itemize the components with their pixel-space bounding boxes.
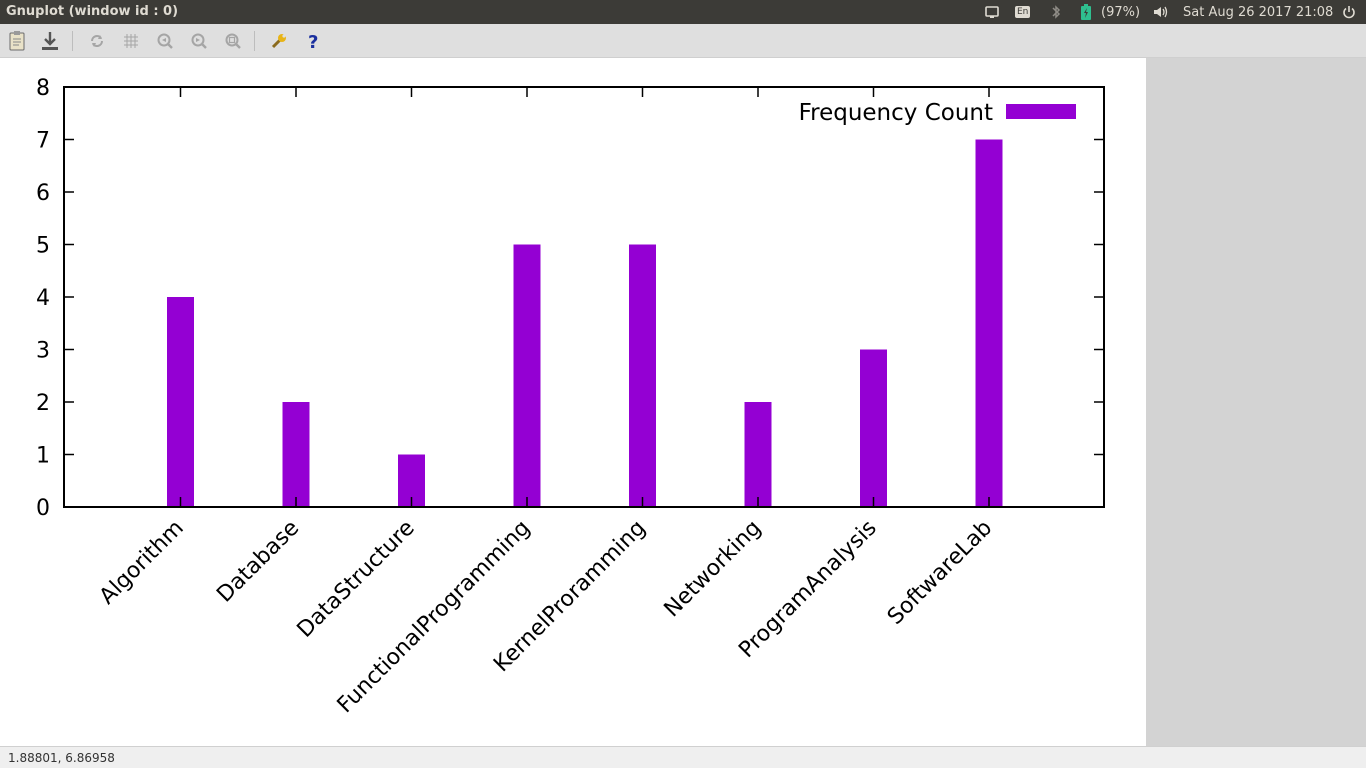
x-tick-label: SoftwareLab bbox=[883, 516, 997, 630]
bar-programanalysis bbox=[860, 349, 887, 507]
previous-zoom-button[interactable] bbox=[152, 28, 178, 54]
bar-chart: 0 1 2 3 4 5 6 7 8 Algorithm DatabaseDataStructure… bbox=[36, 76, 1105, 719]
y-tick-label: 1 bbox=[36, 444, 50, 469]
legend-label: Frequency Count bbox=[799, 100, 993, 126]
toolbar-separator bbox=[254, 31, 255, 51]
zoom-next-icon bbox=[191, 33, 207, 49]
wrench-icon bbox=[271, 34, 286, 49]
help-icon: ? bbox=[308, 32, 318, 51]
autoscale-button[interactable] bbox=[220, 28, 246, 54]
y-tick-label: 6 bbox=[36, 181, 50, 206]
bar-networking bbox=[744, 402, 772, 507]
x-tick-label: DataStructure bbox=[293, 516, 420, 643]
legend-swatch bbox=[1006, 104, 1076, 119]
keyboard-layout-label: En bbox=[1015, 6, 1031, 18]
plot-border bbox=[63, 86, 1105, 508]
x-tick-label: Database bbox=[212, 516, 304, 608]
battery-icon[interactable] bbox=[1080, 0, 1092, 24]
help-button[interactable]: ? bbox=[300, 28, 326, 54]
window-background bbox=[1146, 58, 1366, 746]
grid-icon bbox=[124, 34, 138, 48]
y-tick-label: 0 bbox=[36, 496, 50, 521]
next-zoom-button[interactable] bbox=[186, 28, 212, 54]
plot-canvas[interactable]: 0 1 2 3 4 5 6 7 8 Algorithm Database DataStructure… bbox=[0, 58, 1146, 746]
x-tick-label: FunctionalProgramming bbox=[333, 516, 536, 719]
clock[interactable]: Sat Aug 26 2017 21:08 bbox=[1183, 0, 1333, 24]
clipboard-icon bbox=[9, 31, 25, 51]
toolbar-separator bbox=[72, 31, 73, 51]
download-icon bbox=[42, 32, 58, 50]
bluetooth-icon[interactable] bbox=[1050, 0, 1062, 24]
svg-text:?: ? bbox=[308, 32, 318, 51]
export-button[interactable] bbox=[37, 28, 63, 54]
bar-softwarelab bbox=[975, 139, 1003, 507]
screen-icon[interactable] bbox=[984, 0, 1000, 24]
battery-text: (97%) bbox=[1101, 4, 1141, 20]
toolbar: ? bbox=[0, 24, 1366, 58]
x-tick-label: Networking bbox=[660, 516, 767, 623]
y-tick-label: 3 bbox=[36, 339, 50, 364]
bar-database bbox=[282, 402, 310, 507]
status-bar: 1.88801, 6.86958 bbox=[0, 746, 1366, 768]
y-tick-label: 8 bbox=[36, 76, 50, 101]
x-tick-label: Algorithm bbox=[95, 516, 189, 610]
bar-kernelproramming bbox=[629, 244, 656, 507]
y-tick-label: 5 bbox=[36, 234, 50, 259]
zoom-previous-icon bbox=[157, 33, 173, 49]
y-tick-label: 7 bbox=[36, 129, 50, 154]
autoscale-icon bbox=[225, 33, 241, 49]
y-axis: 0 1 2 3 4 5 6 7 8 bbox=[36, 76, 1104, 521]
volume-icon[interactable] bbox=[1153, 0, 1169, 24]
refresh-icon bbox=[91, 35, 103, 47]
battery-percentage: (97%) bbox=[1101, 0, 1140, 24]
replot-button[interactable] bbox=[84, 28, 110, 54]
bars-group bbox=[167, 139, 1003, 507]
bar-functionalprogramming bbox=[513, 244, 541, 507]
y-tick-label: 2 bbox=[36, 391, 50, 416]
power-icon[interactable] bbox=[1342, 0, 1356, 24]
window-title: Gnuplot (window id : 0) bbox=[6, 4, 179, 19]
bar-algorithm bbox=[167, 297, 194, 507]
legend: Frequency Count bbox=[799, 100, 1076, 126]
mouse-coordinates: 1.88801, 6.86958 bbox=[8, 751, 115, 765]
copy-clipboard-button[interactable] bbox=[4, 28, 30, 54]
configure-button[interactable] bbox=[266, 28, 292, 54]
datetime-text: Sat Aug 26 2017 21:08 bbox=[1183, 4, 1334, 20]
top-panel: Gnuplot (window id : 0) En (97%) Sat Aug… bbox=[0, 0, 1366, 24]
keyboard-layout-icon[interactable]: En bbox=[1015, 0, 1031, 24]
y-tick-label: 4 bbox=[36, 286, 50, 311]
grid-button[interactable] bbox=[118, 28, 144, 54]
